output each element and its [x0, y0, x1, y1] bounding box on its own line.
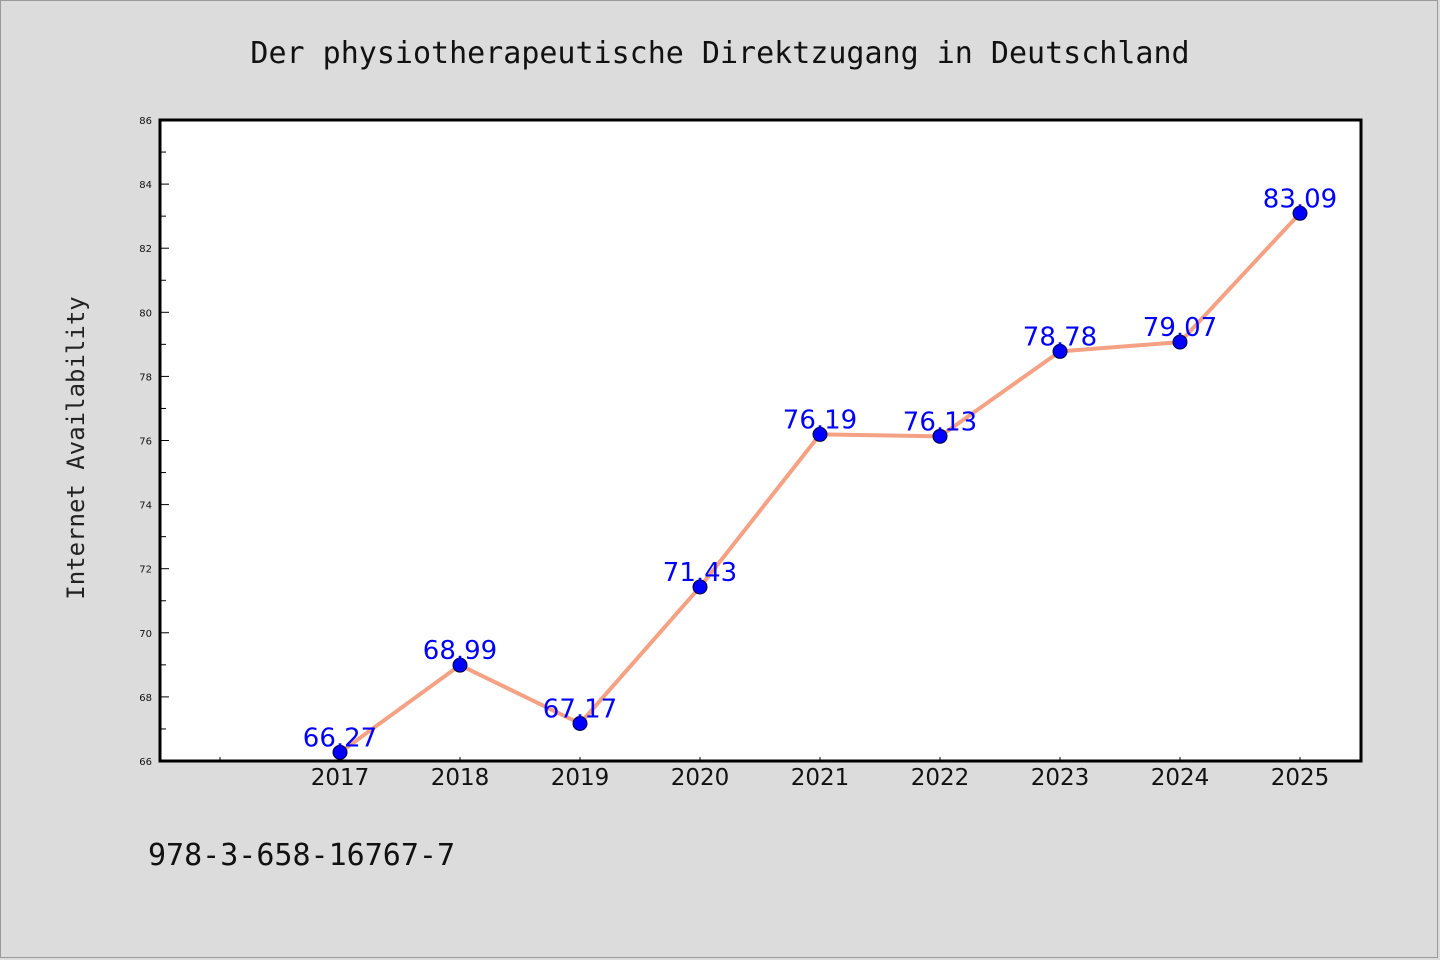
y-tick-label: 72 — [139, 565, 152, 576]
x-tick-label: 2022 — [911, 765, 970, 791]
data-point — [1172, 334, 1188, 350]
data-label: 83.09 — [1263, 184, 1337, 214]
data-label: 68.99 — [423, 636, 497, 666]
data-label: 78.78 — [1023, 322, 1097, 352]
y-tick-label: 80 — [139, 308, 152, 319]
x-tick-label: 2025 — [1271, 765, 1330, 791]
x-tick-label: 2019 — [551, 765, 610, 791]
data-label: 71.43 — [663, 558, 737, 588]
y-tick-label: 70 — [139, 629, 152, 640]
x-tick-label: 2020 — [671, 765, 730, 791]
marker-group — [332, 205, 1308, 760]
data-point — [452, 657, 468, 673]
chart-title: Der physiotherapeutische Direktzugang in… — [250, 36, 1189, 71]
data-label: 66.27 — [303, 723, 377, 753]
data-label: 76.19 — [783, 405, 857, 435]
y-tick-label: 66 — [139, 757, 152, 768]
y-axis: 66 68 70 72 74 76 78 80 82 84 86 — [139, 116, 169, 768]
data-label: 76.13 — [903, 407, 977, 437]
data-point — [572, 716, 588, 732]
isbn-footer: 978-3-658-16767-7 — [148, 838, 455, 873]
x-tick-label: 2018 — [431, 765, 490, 791]
x-tick-label: 2017 — [311, 765, 370, 791]
y-tick-label: 82 — [139, 244, 152, 255]
y-tick-label: 84 — [139, 180, 152, 191]
x-tick-label: 2024 — [1151, 765, 1210, 791]
data-point — [1052, 343, 1068, 359]
x-tick-label: 2023 — [1031, 765, 1090, 791]
data-label: 79.07 — [1143, 313, 1217, 343]
x-axis: 2017 2018 2019 2020 2021 2022 2023 2024 2025 — [219, 757, 1330, 791]
data-point — [692, 579, 708, 595]
data-point — [1292, 205, 1308, 221]
y-tick-label: 74 — [139, 501, 152, 512]
y-tick-label: 86 — [139, 116, 152, 127]
y-tick-label: 78 — [139, 372, 152, 383]
y-tick-label: 68 — [139, 693, 152, 704]
x-tick-label: 2021 — [791, 765, 850, 791]
y-axis-label: Internet Availability — [62, 296, 90, 599]
plot-area — [158, 118, 1363, 763]
data-point — [932, 428, 948, 444]
data-label-group: 66.27 68.99 67.17 71.43 76.19 76.13 78.78 79.07… — [303, 184, 1337, 753]
data-point — [812, 426, 828, 442]
y-tick-label: 76 — [139, 437, 152, 448]
data-label: 67.17 — [543, 695, 617, 725]
data-point — [332, 744, 348, 760]
